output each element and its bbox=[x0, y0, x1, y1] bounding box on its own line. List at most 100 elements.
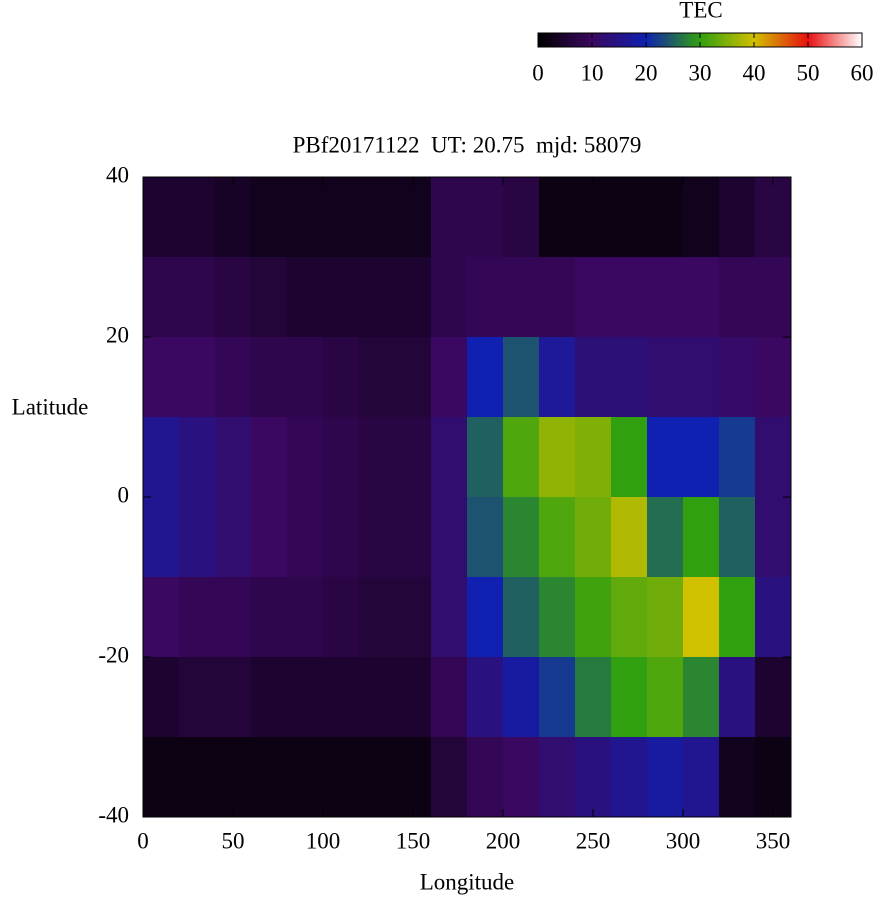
x-tick-label: 150 bbox=[396, 828, 431, 853]
heatmap-cell bbox=[575, 497, 612, 578]
heatmap-cell bbox=[467, 737, 504, 818]
heatmap-cell bbox=[395, 177, 432, 258]
heatmap-cell bbox=[395, 337, 432, 418]
heatmap-cell bbox=[611, 497, 648, 578]
heatmap-cell bbox=[575, 657, 612, 738]
heatmap-cell bbox=[539, 577, 576, 658]
x-tick-label: 50 bbox=[222, 828, 245, 853]
heatmap-cell bbox=[143, 737, 180, 818]
heatmap-cell bbox=[287, 657, 324, 738]
heatmap-cell bbox=[467, 497, 504, 578]
heatmap-cell bbox=[395, 497, 432, 578]
heatmap-cell bbox=[647, 417, 684, 498]
heatmap-cell bbox=[647, 497, 684, 578]
heatmap-cell bbox=[287, 337, 324, 418]
heatmap-cell bbox=[467, 177, 504, 258]
heatmap-cell bbox=[215, 657, 252, 738]
heatmap-cell bbox=[395, 737, 432, 818]
x-tick-label: 200 bbox=[486, 828, 521, 853]
heatmap-cell bbox=[503, 497, 540, 578]
heatmap-cell bbox=[467, 577, 504, 658]
heatmap-cell bbox=[719, 257, 756, 338]
heatmap-cell bbox=[467, 257, 504, 338]
heatmap-cell bbox=[287, 497, 324, 578]
heatmap-cell bbox=[719, 337, 756, 418]
heatmap-cell bbox=[611, 737, 648, 818]
heatmap-cell bbox=[179, 577, 216, 658]
heatmap-cell bbox=[359, 257, 396, 338]
heatmap-cell bbox=[539, 497, 576, 578]
heatmap-cell bbox=[323, 497, 360, 578]
colorbar-tick-label: 10 bbox=[581, 60, 604, 85]
heatmap-cell bbox=[215, 417, 252, 498]
heatmap-cell bbox=[575, 417, 612, 498]
y-axis-label: Latitude bbox=[12, 394, 89, 419]
y-tick-label: 20 bbox=[106, 322, 129, 347]
colorbar-tick-label: 30 bbox=[689, 60, 712, 85]
heatmap-cell bbox=[755, 257, 792, 338]
heatmap-cell bbox=[539, 657, 576, 738]
heatmap-cell bbox=[323, 417, 360, 498]
heatmap-cell bbox=[539, 417, 576, 498]
heatmap-cell bbox=[575, 337, 612, 418]
y-tick-label: 0 bbox=[118, 482, 130, 507]
heatmap-cell bbox=[611, 657, 648, 738]
heatmap-cell bbox=[395, 657, 432, 738]
x-tick-label: 100 bbox=[306, 828, 341, 853]
heatmap-cell bbox=[647, 577, 684, 658]
heatmap-cell bbox=[323, 177, 360, 258]
heatmap-cell bbox=[215, 577, 252, 658]
heatmap-cell bbox=[611, 577, 648, 658]
heatmap-cell bbox=[251, 737, 288, 818]
heatmap-cell bbox=[359, 177, 396, 258]
heatmap-cell bbox=[179, 417, 216, 498]
heatmap-cell bbox=[359, 657, 396, 738]
heatmap-cell bbox=[287, 257, 324, 338]
heatmap-cell bbox=[467, 337, 504, 418]
heatmap-cell bbox=[251, 657, 288, 738]
heatmap-cell bbox=[143, 497, 180, 578]
heatmap-cell bbox=[287, 177, 324, 258]
heatmap-cell bbox=[251, 177, 288, 258]
heatmap-cell bbox=[143, 657, 180, 738]
heatmap-cell bbox=[719, 737, 756, 818]
heatmap-cell bbox=[215, 337, 252, 418]
heatmap-cell bbox=[251, 337, 288, 418]
heatmap-cell bbox=[359, 577, 396, 658]
x-tick-label: 300 bbox=[666, 828, 701, 853]
heatmap-cell bbox=[719, 657, 756, 738]
heatmap-cell bbox=[395, 577, 432, 658]
colorbar-tick-label: 50 bbox=[797, 60, 820, 85]
heatmap-cell bbox=[503, 737, 540, 818]
heatmap-cell bbox=[179, 737, 216, 818]
colorbar-tick-label: 60 bbox=[851, 60, 874, 85]
heatmap-cell bbox=[143, 337, 180, 418]
heatmap-cell bbox=[575, 177, 612, 258]
heatmap-cell bbox=[287, 737, 324, 818]
heatmap-cell bbox=[431, 257, 468, 338]
heatmap-cell bbox=[431, 497, 468, 578]
colorbar-tick-label: 0 bbox=[532, 60, 544, 85]
heatmap-cell bbox=[719, 497, 756, 578]
heatmap-cell bbox=[539, 337, 576, 418]
heatmap-cell bbox=[503, 417, 540, 498]
heatmap-cell bbox=[647, 337, 684, 418]
colorbar-tick-label: 40 bbox=[743, 60, 766, 85]
y-tick-label: 40 bbox=[106, 162, 129, 187]
heatmap-cell bbox=[323, 657, 360, 738]
heatmap-cell bbox=[467, 657, 504, 738]
heatmap-cell bbox=[323, 737, 360, 818]
y-tick-label: -20 bbox=[98, 642, 129, 667]
heatmap-cell bbox=[647, 737, 684, 818]
heatmap-cell bbox=[755, 337, 792, 418]
heatmap-cell bbox=[683, 657, 720, 738]
heatmap-cell bbox=[503, 257, 540, 338]
heatmap-cell bbox=[215, 737, 252, 818]
heatmap-cell bbox=[143, 257, 180, 338]
heatmap-cell bbox=[179, 337, 216, 418]
heatmap-cell bbox=[503, 337, 540, 418]
heatmap-cell bbox=[359, 497, 396, 578]
heatmap-cell bbox=[179, 177, 216, 258]
chart-title: PBf20171122 UT: 20.75 mjd: 58079 bbox=[293, 132, 642, 157]
heatmap-cell bbox=[431, 737, 468, 818]
